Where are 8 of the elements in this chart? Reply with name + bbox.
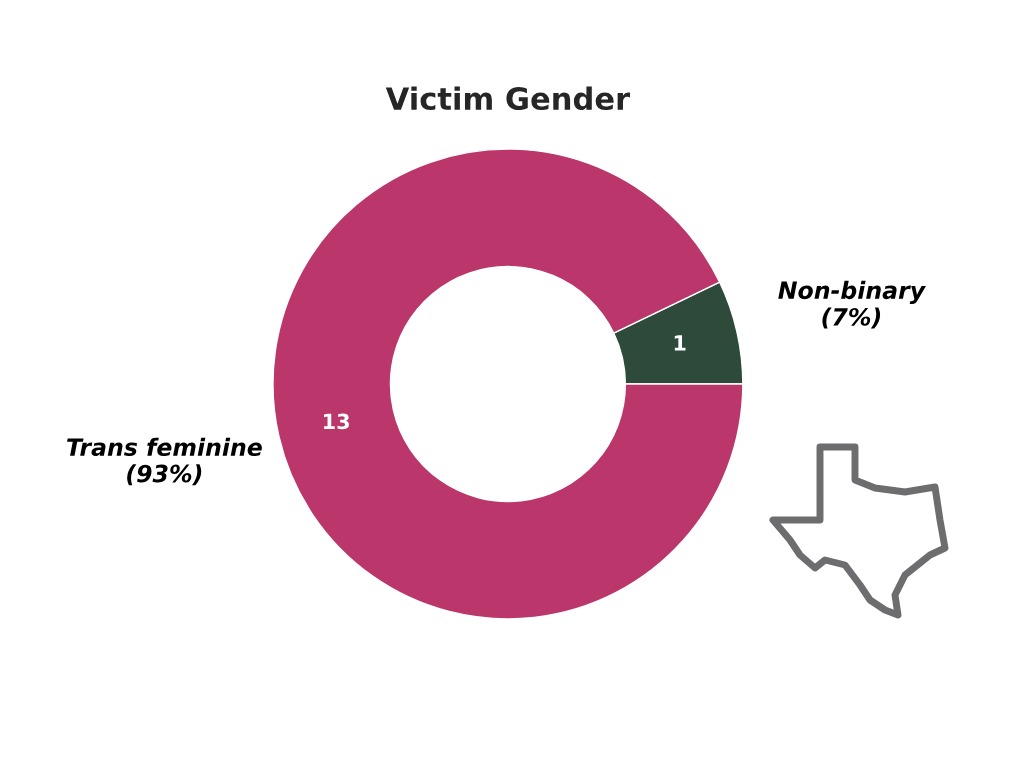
data-label: 13 [323,413,349,430]
slice-label: Non-binary [778,280,926,304]
slice-label: Trans feminine [67,437,262,457]
donut-slice [272,148,744,620]
text: (93%) [127,464,202,486]
text: (7%) [822,307,881,329]
chart-title: Victim Gender [385,86,631,111]
data-label: 1 [674,335,686,351]
